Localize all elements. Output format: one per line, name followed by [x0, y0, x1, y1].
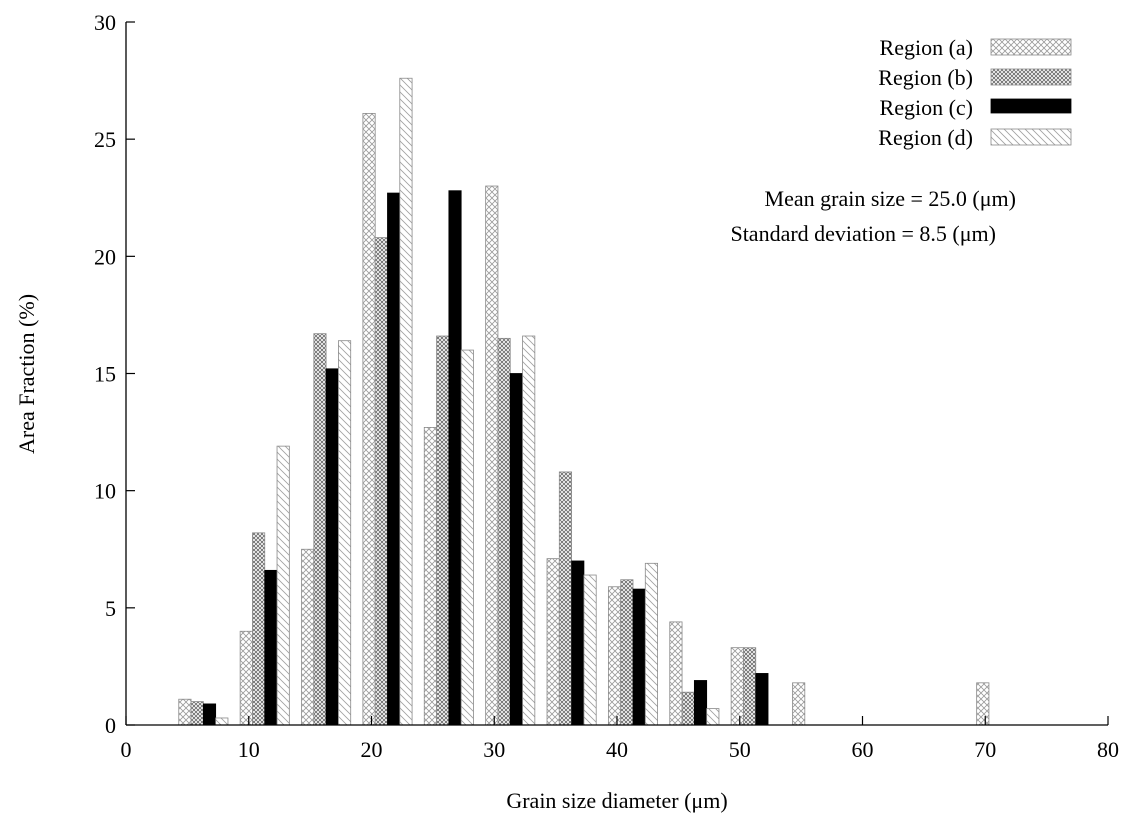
x-tick-label: 20	[361, 737, 383, 762]
bar-series-2-15	[313, 333, 327, 726]
bar-series-2-35	[558, 471, 573, 726]
bar-series-1-10	[239, 630, 253, 726]
bar-series-1-40	[607, 586, 622, 726]
bar-series-1-30	[485, 185, 499, 726]
y-tick-label: 15	[94, 362, 116, 387]
bar-series-1-25	[423, 426, 437, 726]
bar-series-3-15	[325, 368, 339, 726]
legend-swatch-3	[990, 98, 1072, 114]
legend-label-1: Region (a)	[880, 35, 973, 60]
bar-series-4-35	[583, 574, 597, 726]
x-tick-label: 50	[729, 737, 751, 762]
bar-series-1-35	[546, 558, 560, 726]
x-ticks-group: 0 10 20 30 40 50 60 70 80	[121, 716, 1119, 762]
y-axis-title: Area Fraction (%)	[14, 294, 39, 454]
legend-swatch-4	[990, 128, 1072, 146]
x-tick-label: 40	[606, 737, 628, 762]
bar-series-4-15	[338, 340, 352, 726]
bar-series-1-15	[301, 548, 315, 726]
annotation-stddev: Standard deviation = 8.5 (μm)	[730, 221, 996, 246]
bar-series-2-20	[374, 237, 388, 726]
x-axis-title: Grain size diameter (μm)	[506, 788, 727, 813]
legend-label-4: Region (d)	[878, 125, 973, 150]
bar-series-3-30	[509, 373, 523, 726]
legend: Region (a) Region (b) Region (c) Region (d)	[878, 35, 1072, 150]
legend-swatch-2	[990, 68, 1072, 86]
x-tick-label: 60	[852, 737, 874, 762]
x-tick-label: 80	[1097, 737, 1119, 762]
bar-series-3-25	[448, 190, 462, 726]
y-tick-label: 30	[94, 10, 116, 35]
y-tick-label: 20	[94, 244, 116, 269]
bar-series-1-70	[976, 682, 990, 726]
bar-series-4-40	[644, 562, 658, 726]
bar-series-1-55	[792, 682, 806, 726]
bar-series-2-45	[681, 691, 695, 726]
bar-series-4-45	[706, 708, 720, 726]
legend-label-2: Region (b)	[878, 65, 973, 90]
y-tick-label: 10	[94, 479, 116, 504]
legend-swatch-1	[990, 38, 1072, 56]
bar-series-2-10	[252, 532, 266, 726]
bars-group	[178, 77, 990, 726]
bar-series-2-50	[743, 647, 757, 726]
bar-series-1-5	[178, 698, 192, 726]
bar-series-2-40	[620, 579, 634, 726]
x-tick-label: 10	[238, 737, 260, 762]
y-ticks-group: 0 5 10 15 20 25 30	[94, 10, 135, 738]
bar-series-1-45	[669, 621, 683, 726]
bar-series-3-45	[693, 680, 708, 726]
legend-label-3: Region (c)	[880, 95, 973, 120]
bar-series-3-10	[264, 569, 278, 726]
y-tick-label: 5	[105, 596, 116, 621]
bar-series-3-35	[571, 560, 585, 726]
annotation-mean: Mean grain size = 25.0 (μm)	[765, 186, 1016, 211]
y-tick-label: 0	[105, 713, 116, 738]
bar-series-3-50	[755, 673, 769, 726]
bar-series-2-30	[497, 337, 511, 726]
bar-series-3-40	[632, 588, 646, 726]
x-tick-label: 0	[121, 737, 132, 762]
bar-series-3-5	[202, 703, 217, 726]
bar-series-4-10	[276, 445, 290, 726]
bar-series-4-30	[522, 335, 536, 726]
bar-series-1-20	[362, 112, 376, 726]
x-tick-label: 30	[483, 737, 505, 762]
bar-series-1-50	[730, 647, 744, 726]
bar-series-3-20	[387, 192, 401, 726]
bar-series-4-20	[399, 77, 413, 726]
bar-series-2-5	[190, 701, 204, 726]
bar-series-4-5	[215, 717, 229, 726]
bar-series-4-25	[460, 349, 474, 726]
y-tick-label: 25	[94, 127, 116, 152]
x-tick-label: 70	[974, 737, 996, 762]
bar-series-2-25	[436, 335, 450, 726]
